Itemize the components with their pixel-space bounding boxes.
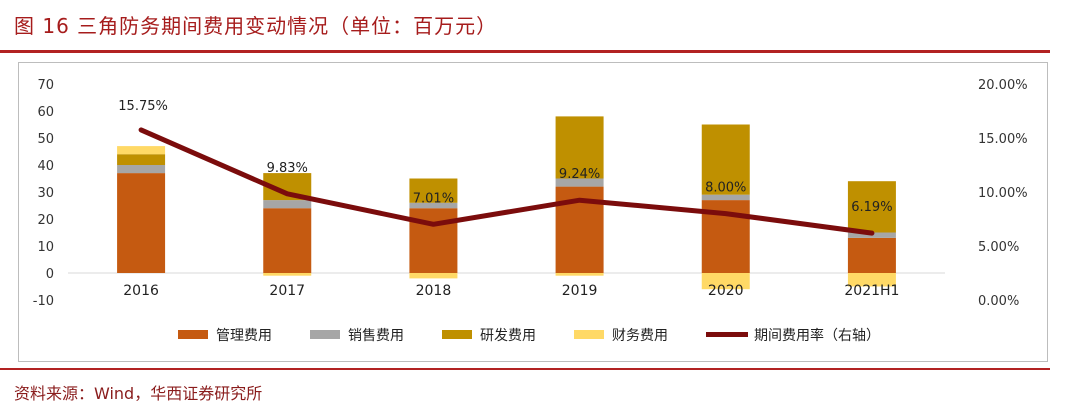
bar-rd bbox=[555, 116, 604, 179]
rate-data-label: 8.00% bbox=[705, 181, 746, 196]
y-right-tick-label: 10.00% bbox=[978, 186, 1028, 201]
rate-data-label: 9.83% bbox=[267, 161, 308, 176]
rate-line bbox=[138, 127, 875, 236]
bar-sales bbox=[555, 178, 604, 187]
legend-fin-swatch bbox=[574, 330, 604, 339]
bar-sales bbox=[263, 200, 312, 209]
legend-rate-swatch bbox=[706, 332, 748, 337]
y-right-tick-label: 20.00% bbox=[978, 78, 1028, 93]
legend-rd-label: 研发费用 bbox=[480, 328, 536, 344]
legend-rate-label: 期间费用率（右轴） bbox=[754, 327, 880, 344]
top-rule bbox=[0, 50, 1050, 53]
y-left-tick-label: 60 bbox=[37, 105, 54, 120]
legend-mgmt-label: 管理费用 bbox=[216, 328, 272, 344]
y-right-tick-label: 0.00% bbox=[978, 294, 1019, 309]
y-left-tick-label: 0 bbox=[46, 267, 54, 282]
bar-fin bbox=[117, 146, 166, 155]
legend-rd-swatch bbox=[442, 330, 472, 339]
legend-mgmt-swatch bbox=[178, 330, 208, 339]
legend-fin-label: 财务费用 bbox=[612, 328, 668, 344]
bar-rd bbox=[117, 154, 166, 165]
bar-fin bbox=[409, 273, 458, 279]
bottom-rule bbox=[0, 368, 1050, 370]
rate-data-label: 9.24% bbox=[559, 167, 600, 182]
bar-mgmt bbox=[117, 173, 166, 273]
y-left-tick-label: 50 bbox=[37, 132, 54, 147]
chart-frame bbox=[18, 62, 1048, 362]
y-left-tick-label: 10 bbox=[37, 240, 54, 255]
x-tick-label: 2016 bbox=[123, 283, 159, 299]
x-tick-label: 2020 bbox=[708, 283, 744, 299]
y-left-tick-label: -10 bbox=[33, 294, 54, 309]
y-right-tick-label: 15.00% bbox=[978, 132, 1028, 147]
y-left-tick-label: 30 bbox=[37, 186, 54, 201]
bar-fin bbox=[263, 273, 312, 276]
source-note: 资料来源：Wind，华西证券研究所 bbox=[14, 384, 263, 403]
bar-fin bbox=[701, 273, 750, 290]
y-left-tick-label: 40 bbox=[37, 159, 54, 174]
legend-sales-label: 销售费用 bbox=[348, 328, 404, 344]
bar-sales bbox=[409, 202, 458, 209]
chart-title: 图 16 三角防务期间费用变动情况（单位：百万元） bbox=[14, 14, 498, 38]
x-tick-label: 2018 bbox=[416, 283, 452, 299]
bar-sales bbox=[117, 165, 166, 174]
bar-mgmt bbox=[847, 237, 896, 273]
x-tick-label: 2021H1 bbox=[844, 283, 899, 299]
bar-mgmt bbox=[409, 208, 458, 273]
bar-fin bbox=[555, 273, 604, 276]
bar-rd bbox=[409, 178, 458, 203]
legend-sales-swatch bbox=[310, 330, 340, 339]
rate-data-label: 7.01% bbox=[413, 191, 454, 206]
bar-rd bbox=[847, 181, 896, 233]
bar-fin bbox=[847, 273, 896, 287]
x-tick-label: 2017 bbox=[269, 283, 305, 299]
y-right-tick-label: 5.00% bbox=[978, 240, 1019, 255]
bar-rd bbox=[701, 124, 750, 195]
rate-data-label: 6.19% bbox=[851, 200, 892, 215]
y-left-tick-label: 70 bbox=[37, 78, 54, 93]
rate-data-label: 15.75% bbox=[118, 99, 168, 114]
x-tick-label: 2019 bbox=[562, 283, 598, 299]
y-left-tick-label: 20 bbox=[37, 213, 54, 228]
bar-sales bbox=[701, 194, 750, 201]
bar-mgmt bbox=[263, 208, 312, 273]
